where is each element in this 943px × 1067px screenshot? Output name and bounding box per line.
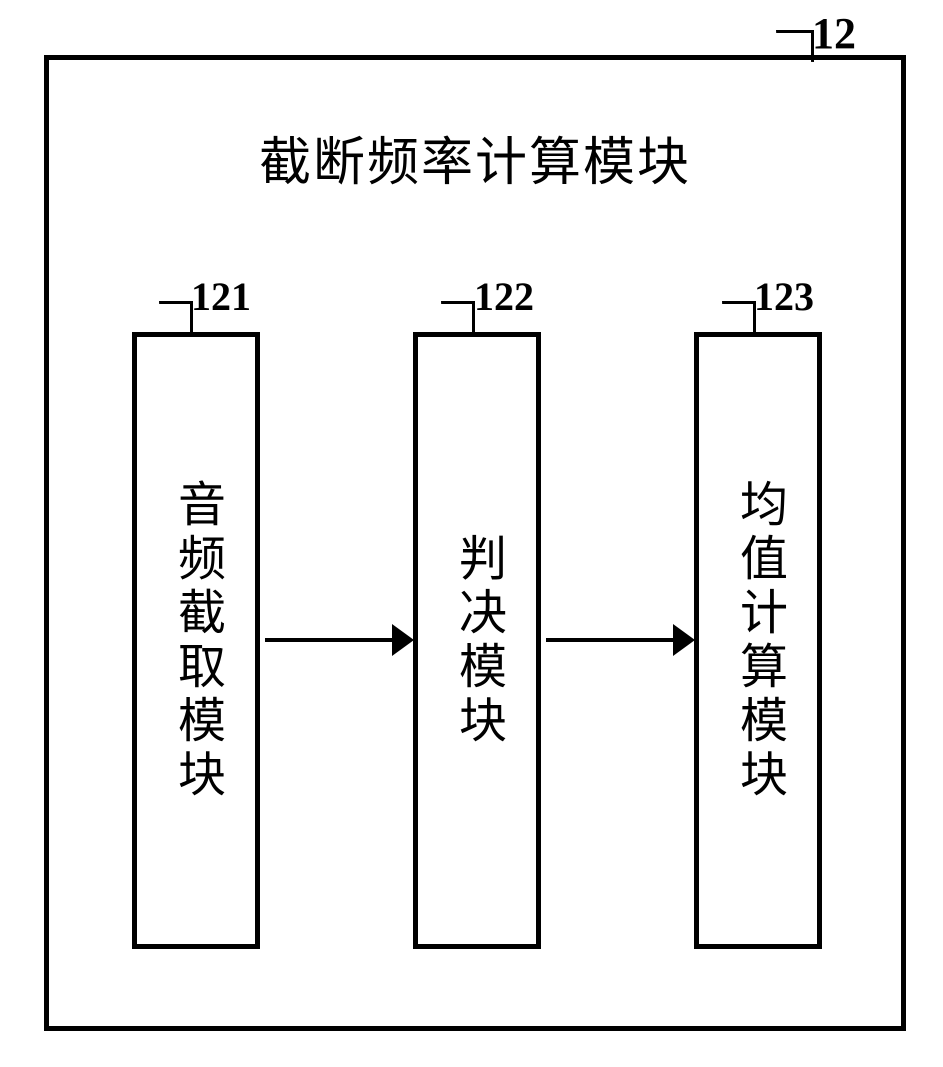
arrow-line xyxy=(546,638,673,642)
sub-box-123: 均值计算模块 xyxy=(694,332,822,949)
outer-title: 截断频率计算模块 xyxy=(175,120,775,195)
sub-box-123-text: 均值计算模块 xyxy=(723,479,793,803)
sub-box-121-text: 音频截取模块 xyxy=(161,479,231,803)
sub-box-122-text: 判决模块 xyxy=(442,533,512,749)
sub-label-123: 123 xyxy=(754,273,814,320)
sub-box-121: 音频截取模块 xyxy=(132,332,260,949)
arrow-head-icon xyxy=(673,624,695,656)
arrow-head-icon xyxy=(392,624,414,656)
sub-label-122: 122 xyxy=(474,273,534,320)
sub-box-122: 判决模块 xyxy=(413,332,541,949)
arrow-line xyxy=(265,638,392,642)
outer-label: 12 xyxy=(812,8,856,59)
sub-label-121: 121 xyxy=(191,273,251,320)
